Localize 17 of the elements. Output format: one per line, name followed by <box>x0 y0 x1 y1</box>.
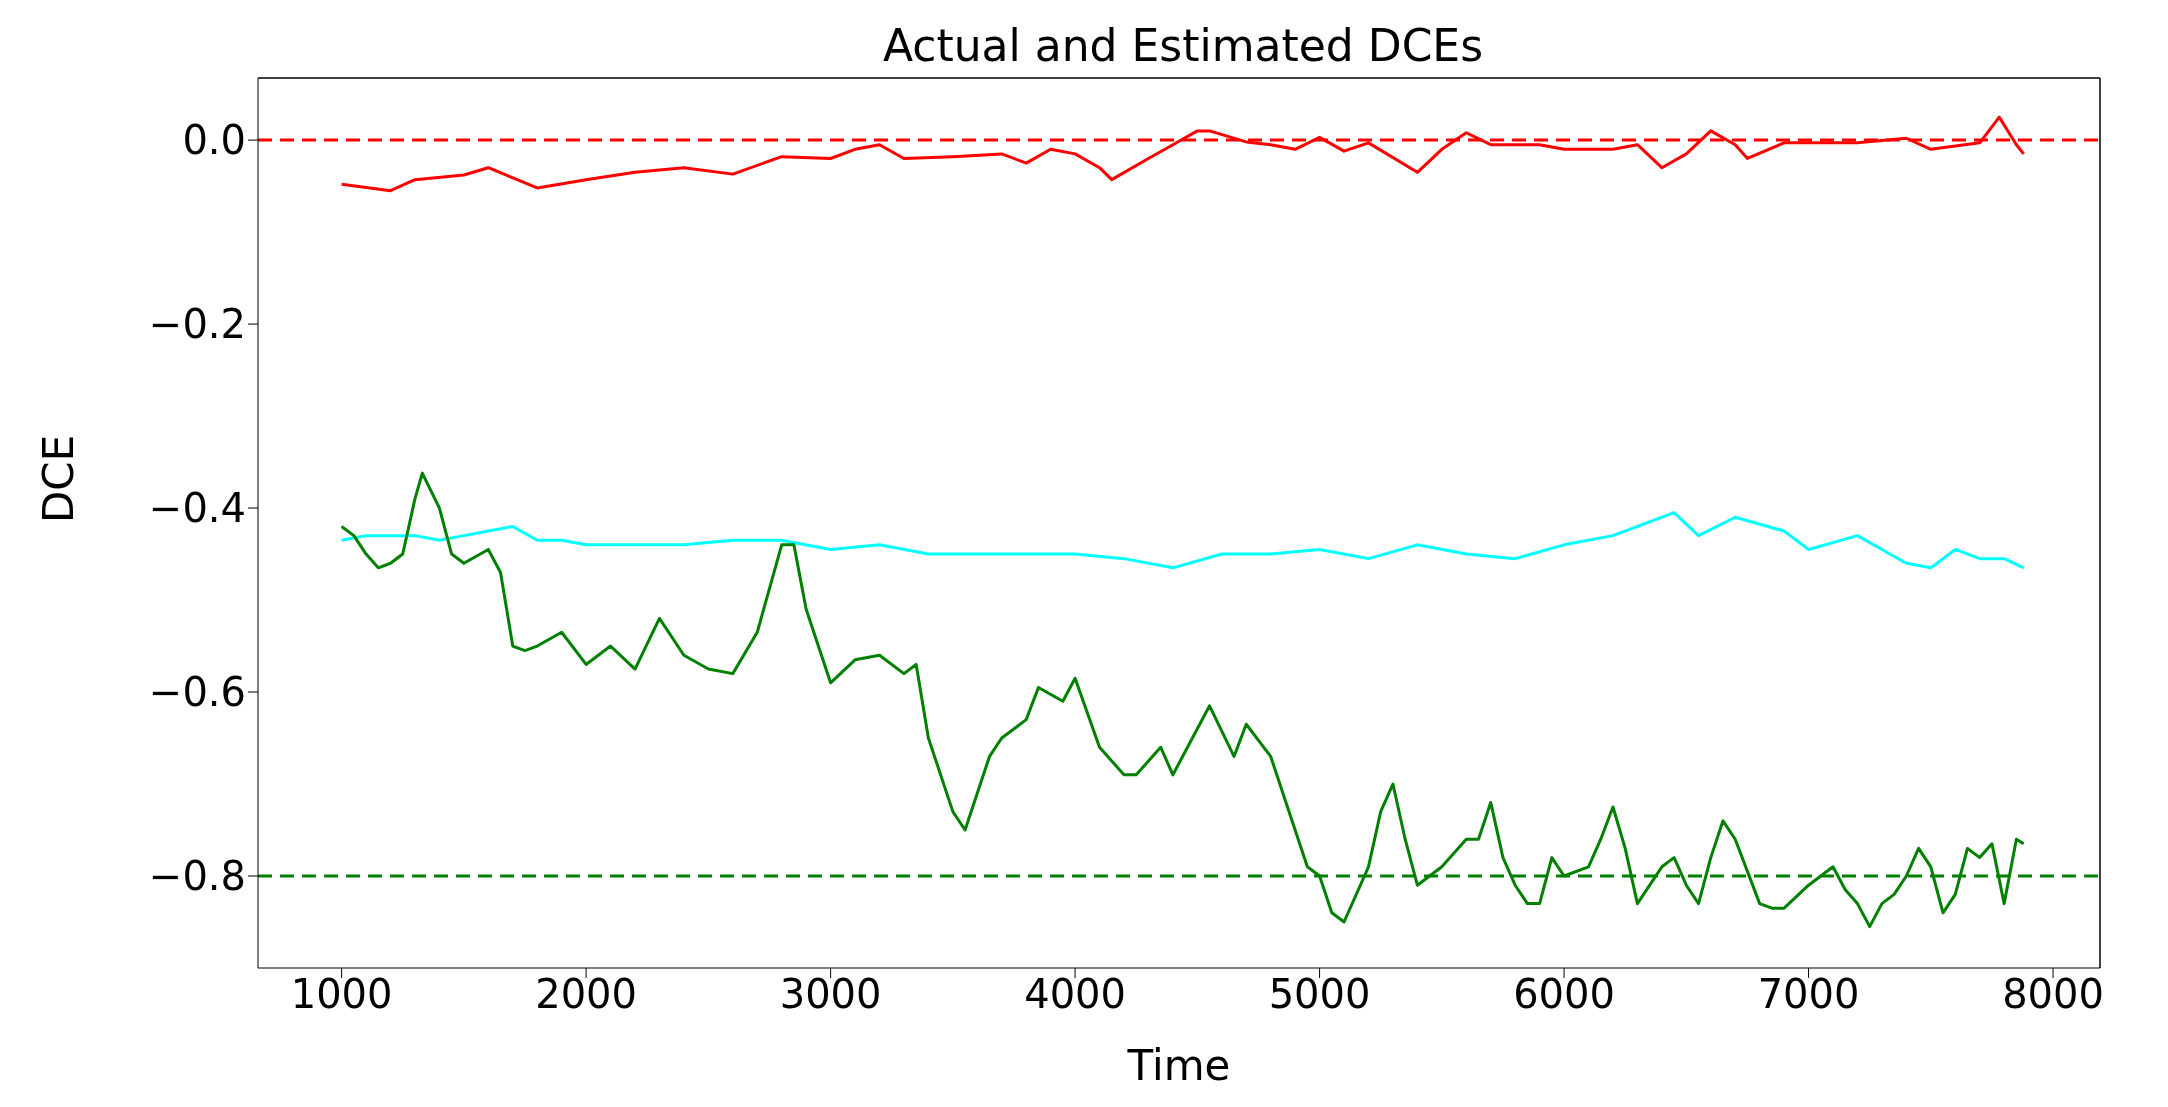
y-tick-label: −0.8 <box>148 853 246 900</box>
line-series <box>340 511 2026 570</box>
x-axis-title: Time <box>1126 1041 1231 1090</box>
x-tick-label: 8000 <box>2002 971 2104 1018</box>
x-tick-label: 5000 <box>1268 971 1371 1018</box>
x-tick-label: 2000 <box>535 971 638 1018</box>
x-tick-label: 6000 <box>1513 971 1615 1018</box>
x-tick-label: 1000 <box>290 971 393 1018</box>
y-axis-title: DCE <box>33 434 83 523</box>
x-tick-label: 4000 <box>1024 971 1126 1018</box>
y-tick-label: −0.2 <box>148 301 246 348</box>
x-tick-label: 3000 <box>779 971 882 1018</box>
chart-title: Actual and Estimated DCEs <box>881 20 1485 71</box>
y-tick-label: 0.0 <box>182 117 246 164</box>
y-tick-label: −0.4 <box>148 485 246 532</box>
x-tick-label: 7000 <box>1757 971 1860 1018</box>
y-tick-label: −0.6 <box>148 669 246 716</box>
